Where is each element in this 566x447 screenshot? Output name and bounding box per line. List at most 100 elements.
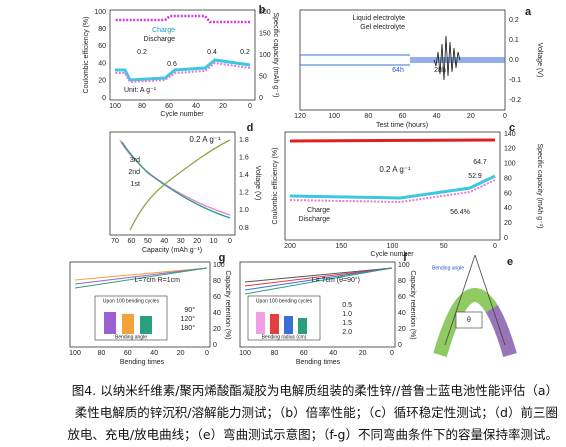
axis-title: Voltage (V): [254, 166, 261, 201]
axis-title: Test time (hours): [376, 122, 428, 129]
y-tick-label: 80: [213, 278, 221, 285]
y-tick-label: 50: [259, 73, 267, 80]
x-tick-label: 150: [335, 243, 347, 250]
y-tick-label: 60: [98, 43, 106, 50]
bar: [140, 316, 152, 334]
y-tick-label: 0: [102, 95, 106, 102]
annotation: 0.2: [137, 49, 147, 56]
caption-line: 放电、充电/放电曲线；（e）弯曲测试示意图；（f-g）不同弯曲条件下的容量保持率…: [67, 427, 558, 442]
frame-c: [284, 131, 501, 241]
axis-title: Coulombic efficiency (%): [272, 148, 279, 225]
legend-entry: Charge: [307, 207, 330, 214]
legend-entry: 2.0: [342, 329, 352, 336]
legend-entry: Gel electrolyte: [360, 24, 405, 31]
legend-entry: 2nd: [128, 169, 140, 176]
caption: 图4. 以纳米纤维素/聚丙烯酸酯凝胶为电解质组装的柔性锌//普鲁士蓝电池性能评估…: [6, 380, 558, 446]
frame-d: [109, 131, 236, 236]
panel-label: b: [259, 4, 266, 16]
y-tick-label: 0: [213, 342, 217, 349]
annotation: 0.2: [240, 49, 250, 56]
x-tick-label: 100: [69, 350, 81, 357]
y-tick-label: 100: [213, 262, 225, 269]
y-tick-label: 0: [398, 342, 402, 349]
y-tick-label: 100: [398, 262, 410, 269]
y-tick-label: 200: [259, 9, 271, 16]
axis-title: Capacity (mAh g⁻¹): [142, 247, 202, 254]
axis-title: Specific capacity (mAh g⁻¹): [536, 144, 543, 229]
x-tick-label: 120: [294, 113, 306, 120]
x-tick-label: 60: [124, 350, 132, 357]
clip: [455, 311, 483, 329]
panel-label: e: [507, 256, 513, 268]
y-tick-label: 40: [504, 205, 512, 212]
x-tick-label: 10: [210, 238, 218, 245]
x-tick-label: 100: [239, 350, 251, 357]
bent-battery-ends: [433, 288, 517, 357]
x-tick-label: 0: [390, 350, 394, 357]
f-line-0: [244, 267, 393, 283]
x-tick-label: 70: [111, 238, 119, 245]
annotation: 52.9: [468, 173, 482, 180]
axis-title: Bending times: [120, 359, 165, 366]
inset-title: Upon 100 bending cycles: [103, 298, 160, 304]
annotation: Unit: A g⁻¹: [124, 87, 157, 94]
axis-title: Cycle number: [370, 251, 414, 258]
y-tick-label: 150: [259, 30, 271, 37]
x-tick-label: 100: [387, 243, 399, 250]
x-tick-label: 50: [144, 238, 152, 245]
coulombic-b: [115, 14, 250, 24]
y-tick-label: 20: [213, 326, 221, 333]
f-line-2: [244, 267, 393, 291]
y-tick-label: 1.0: [239, 207, 249, 214]
y-tick-label: 1.2: [239, 190, 249, 197]
x-tick-label: 0: [503, 113, 507, 120]
y-tick-label: 120: [504, 146, 516, 153]
y-tick-label: 40: [398, 310, 406, 317]
discharge-c: [289, 179, 496, 204]
x-tick-label: 60: [399, 113, 407, 120]
y-tick-label: 0.8: [239, 225, 249, 232]
y-tick-label: 60: [213, 294, 221, 301]
g-line-0: [74, 267, 208, 281]
curve-2nd: [121, 141, 231, 219]
y-tick-label: 100: [259, 52, 271, 59]
f-line-1: [244, 267, 393, 287]
x-tick-label: 50: [440, 243, 448, 250]
y-tick-label: 0: [259, 95, 263, 102]
y-tick-label: 0.2: [509, 17, 519, 24]
x-tick-label: 80: [271, 350, 279, 357]
legend-entry: 1.5: [342, 320, 352, 327]
y-tick-label: 140: [504, 131, 516, 138]
annotation: 56.4%: [450, 209, 470, 216]
bar: [256, 312, 265, 334]
y-tick-label: 0: [504, 235, 508, 242]
y-tick-label: 80: [398, 278, 406, 285]
legend-entry: 1st: [131, 181, 140, 188]
caption-line: 柔性电解质的锌沉积/溶解能力测试；（b）倍率性能；（c）循环稳定性测试；（d）前…: [74, 405, 558, 420]
frame-b: [109, 9, 256, 101]
annotation: 0.6: [167, 61, 177, 68]
legend-entry: 120°: [181, 315, 196, 323]
y-tick-label: 1.4: [239, 172, 249, 179]
axis-title: Capacity retention (%): [224, 270, 231, 339]
y-tick-label: 0.1: [509, 37, 519, 44]
x-tick-label: 0: [228, 238, 232, 245]
x-tick-label: 0: [205, 350, 209, 357]
discharge-b: [115, 61, 251, 84]
annotation: 64h: [392, 67, 404, 74]
axes-frames: [69, 9, 506, 348]
inset-title: Upon 100 bending cycles: [256, 298, 313, 304]
annotation: 28h: [434, 67, 446, 74]
g-line-1: [74, 267, 208, 285]
coulombic-c: [289, 138, 496, 143]
legend-entry: 180°: [181, 324, 196, 332]
y-tick-label: 60: [398, 294, 406, 301]
x-tick-label: 60: [128, 238, 136, 245]
x-tick-label: 60: [165, 103, 173, 110]
y-tick-label: 20: [504, 220, 512, 227]
annotation: 0.4: [207, 49, 217, 56]
charge-c: [289, 174, 496, 200]
y-tick-label: -0.2: [509, 97, 521, 104]
axis-title: Bending times: [296, 359, 341, 366]
liquid-trace: [433, 35, 461, 81]
